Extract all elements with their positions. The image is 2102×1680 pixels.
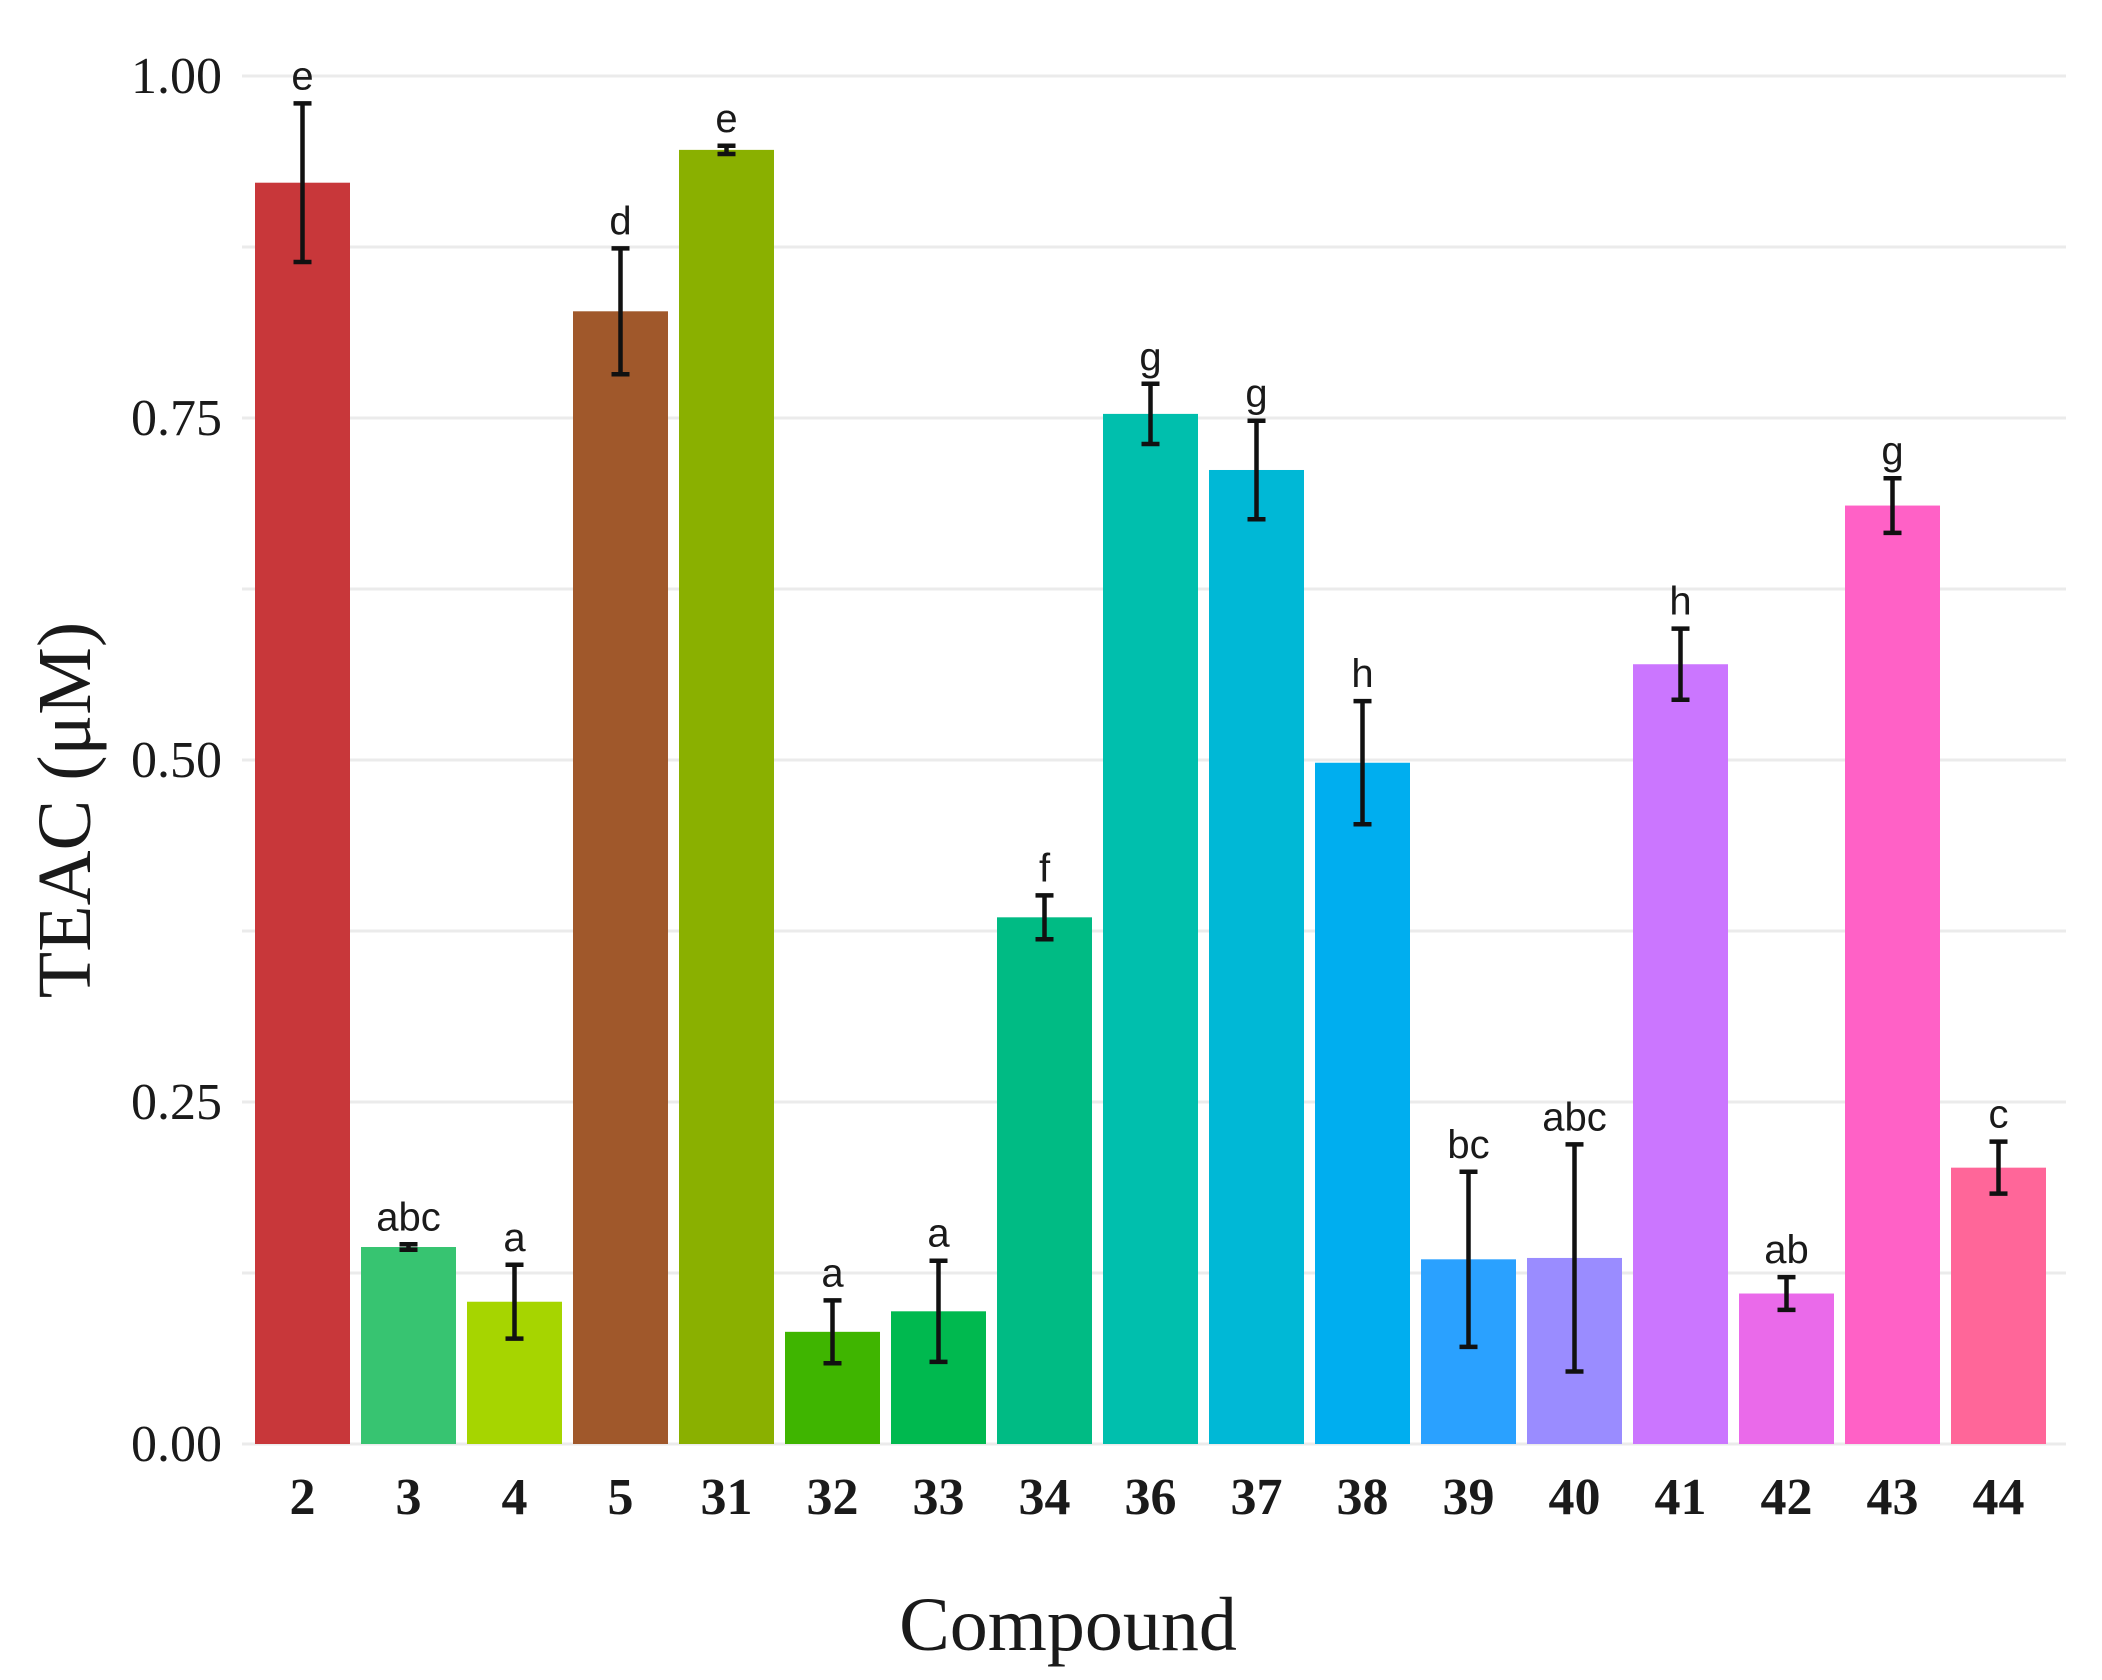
error-bars (293, 101, 2008, 1374)
x-tick-label: 31 (701, 1469, 753, 1526)
significance-label: g (1245, 372, 1267, 416)
error-bar-5 (611, 246, 630, 377)
error-bar-42 (1777, 1274, 1796, 1313)
significance-label: c (1989, 1093, 2009, 1137)
x-tick-label: 37 (1231, 1469, 1283, 1526)
error-bar-3 (399, 1242, 418, 1252)
y-axis-title: TEAC (μM) (23, 622, 107, 998)
significance-label: ab (1764, 1228, 1809, 1272)
x-tick-label: 41 (1655, 1469, 1707, 1526)
x-tick-label: 2 (290, 1469, 316, 1526)
error-bar-38 (1353, 698, 1372, 827)
significance-label: h (1669, 580, 1691, 624)
bar-41 (1633, 664, 1728, 1444)
significance-label: a (927, 1212, 950, 1256)
bar-2 (255, 182, 350, 1445)
significance-label: f (1039, 846, 1051, 890)
y-tick-label: 0.50 (131, 732, 222, 789)
error-bar-40 (1565, 1142, 1584, 1374)
x-tick-label: 43 (1867, 1469, 1919, 1526)
bar-42 (1739, 1293, 1834, 1444)
bar-36 (1103, 413, 1198, 1444)
error-bar-34 (1035, 893, 1054, 942)
x-tick-label: 40 (1549, 1469, 1601, 1526)
significance-label: a (821, 1251, 844, 1295)
significance-label: g (1881, 429, 1903, 473)
error-bar-44 (1989, 1139, 2008, 1196)
x-axis-ticks: 2 3 4 5 31 32 33 34 36 37 38 39 40 41 42 43 44 (290, 1469, 2025, 1526)
x-tick-label: 38 (1337, 1469, 1389, 1526)
bars (255, 149, 2046, 1445)
x-tick-label: 39 (1443, 1469, 1495, 1526)
x-tick-label: 36 (1125, 1469, 1177, 1526)
bar-31 (679, 149, 774, 1445)
error-bar-36 (1141, 381, 1160, 447)
y-tick-label: 0.00 (131, 1416, 222, 1473)
significance-label: e (715, 97, 737, 141)
error-bar-31 (717, 143, 736, 157)
x-axis-title: Compound (899, 1583, 1237, 1667)
bar-38 (1315, 762, 1410, 1444)
y-tick-label: 0.25 (131, 1074, 222, 1131)
x-tick-label: 5 (608, 1469, 634, 1526)
significance-label: a (503, 1216, 526, 1260)
bar-44 (1951, 1167, 2046, 1444)
significance-label: abc (376, 1195, 441, 1239)
x-tick-label: 42 (1761, 1469, 1813, 1526)
error-bar-39 (1459, 1169, 1478, 1350)
bar-37 (1209, 469, 1304, 1444)
significance-labels: e abc a d e a a f g g h bc abc h ab g c (291, 54, 2008, 1295)
significance-label: h (1351, 652, 1373, 696)
x-tick-label: 32 (807, 1469, 859, 1526)
significance-label: bc (1447, 1123, 1489, 1167)
bar-5 (573, 311, 668, 1444)
x-tick-label: 33 (913, 1469, 965, 1526)
bar-3 (361, 1247, 456, 1444)
error-bar-33 (929, 1258, 948, 1365)
significance-label: d (609, 199, 631, 243)
bar-43 (1845, 505, 1940, 1444)
y-axis-ticks: 0.00 0.25 0.50 0.75 1.00 (131, 48, 222, 1473)
y-tick-label: 0.75 (131, 390, 222, 447)
significance-label: g (1139, 335, 1161, 379)
error-bar-2 (293, 101, 312, 265)
bar-34 (997, 917, 1092, 1444)
y-tick-label: 1.00 (131, 48, 222, 105)
error-bar-37 (1247, 418, 1266, 522)
error-bar-43 (1883, 475, 1902, 536)
x-tick-label: 3 (396, 1469, 422, 1526)
significance-label: e (291, 54, 313, 98)
significance-label: abc (1542, 1095, 1607, 1139)
error-bar-4 (505, 1262, 524, 1341)
error-bar-32 (823, 1298, 842, 1366)
error-bar-41 (1671, 626, 1690, 703)
x-tick-label: 34 (1019, 1469, 1071, 1526)
x-tick-label: 44 (1973, 1469, 2025, 1526)
x-tick-label: 4 (502, 1469, 528, 1526)
